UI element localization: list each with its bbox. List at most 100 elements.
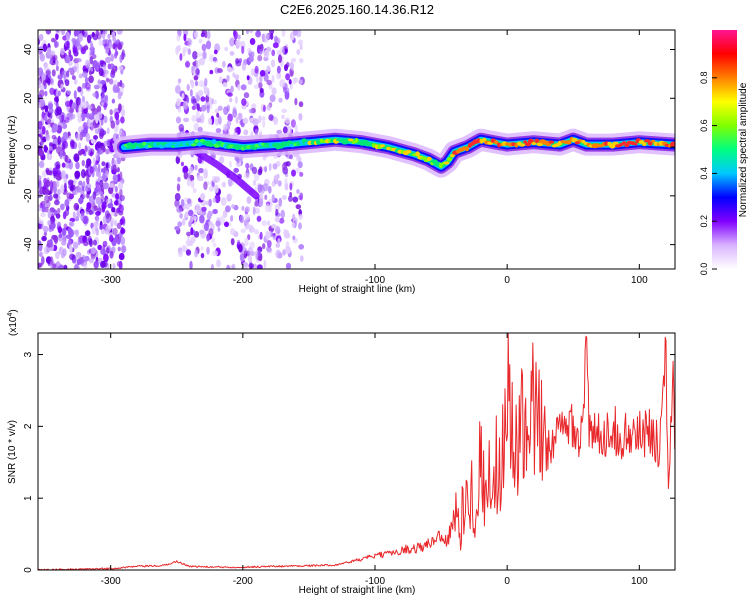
noise-speckle <box>38 149 45 157</box>
noise-speckle <box>120 228 126 234</box>
noise-speckle <box>90 247 97 255</box>
noise-speckle <box>261 220 268 227</box>
noise-speckle <box>54 236 58 245</box>
x-tick-label: -300 <box>101 275 121 286</box>
noise-speckle <box>298 79 303 85</box>
noise-speckle <box>177 176 181 183</box>
noise-speckle <box>69 253 76 260</box>
noise-speckle <box>255 207 260 214</box>
noise-speckle <box>269 30 275 35</box>
noise-speckle <box>74 174 80 180</box>
noise-speckle <box>272 163 278 170</box>
noise-speckle <box>279 217 285 224</box>
y-tick-label: 0 <box>23 567 34 573</box>
noise-speckle <box>100 194 105 202</box>
noise-speckle <box>237 112 243 121</box>
noise-speckle <box>271 49 276 57</box>
trace-peak <box>534 138 540 143</box>
noise-speckle <box>109 234 114 243</box>
noise-speckle <box>194 249 199 258</box>
noise-speckle <box>62 248 67 257</box>
noise-speckle <box>44 90 48 97</box>
noise-speckle <box>212 250 219 257</box>
noise-speckle <box>239 252 245 262</box>
secondary-trace-band <box>193 148 260 200</box>
noise-speckle <box>46 118 52 125</box>
noise-speckle <box>181 245 187 252</box>
noise-speckle <box>257 168 263 176</box>
noise-speckle <box>47 170 53 176</box>
noise-speckle <box>249 30 254 33</box>
noise-speckle <box>174 192 181 202</box>
trace-peak <box>426 156 432 161</box>
noise-speckle <box>205 94 209 104</box>
noise-speckle <box>234 127 238 133</box>
trace-peak <box>462 146 466 151</box>
noise-speckle <box>278 73 282 79</box>
noise-speckle <box>230 215 234 222</box>
noise-speckle <box>276 129 283 135</box>
noise-speckle <box>92 157 96 165</box>
heatmap-x-ticks: -300 -200 -100 0 100 <box>101 30 648 286</box>
noise-speckle <box>208 220 214 228</box>
noise-speckle <box>227 113 233 122</box>
noise-speckle <box>100 229 106 235</box>
noise-speckle <box>196 52 203 57</box>
noise-speckle <box>105 77 110 83</box>
noise-speckle <box>221 181 225 188</box>
noise-speckle <box>177 107 182 113</box>
noise-speckle <box>51 69 56 77</box>
noise-speckle <box>75 161 80 170</box>
noise-speckle <box>274 174 280 180</box>
noise-speckle <box>206 233 210 242</box>
noise-speckle <box>85 77 89 85</box>
noise-speckle <box>176 183 181 192</box>
noise-speckle <box>189 89 193 97</box>
noise-speckle <box>103 102 107 111</box>
noise-speckle <box>64 154 68 163</box>
noise-speckle <box>178 78 182 83</box>
heatmap-x-axis-label: Height of straight line (km) <box>299 284 416 295</box>
noise-speckle <box>85 82 91 90</box>
noise-speckle <box>265 231 271 240</box>
noise-speckle <box>285 262 292 269</box>
noise-speckle <box>197 209 203 215</box>
noise-speckle <box>86 202 92 210</box>
noise-speckle <box>55 65 59 72</box>
noise-speckle <box>249 241 255 250</box>
noise-speckle <box>279 79 286 88</box>
noise-speckle <box>217 68 223 74</box>
noise-speckle <box>49 256 54 266</box>
trace-peak <box>371 143 376 148</box>
noise-speckle <box>254 65 259 74</box>
noise-speckle <box>259 198 264 207</box>
noise-speckle <box>271 194 275 202</box>
noise-speckle <box>243 92 250 99</box>
noise-speckle <box>215 220 221 227</box>
trace-peak <box>494 140 499 145</box>
noise-speckle <box>73 78 78 85</box>
noise-speckle <box>288 79 292 85</box>
snr-y-axis-label: SNR (10 * v/v) <box>7 420 18 484</box>
noise-speckle <box>241 98 247 106</box>
noise-speckle <box>118 232 122 239</box>
heatmap-noise-layer <box>38 30 305 269</box>
trace-peak <box>642 142 647 147</box>
y-tick-label: 40 <box>23 44 34 56</box>
noise-speckle <box>285 246 291 254</box>
noise-speckle <box>93 135 98 140</box>
noise-speckle <box>95 151 99 161</box>
noise-speckle <box>299 44 303 51</box>
noise-speckle <box>62 131 69 140</box>
noise-speckle <box>41 125 46 135</box>
noise-speckle <box>62 123 68 129</box>
noise-speckle <box>193 75 199 81</box>
noise-speckle <box>259 74 263 84</box>
noise-speckle <box>101 87 105 96</box>
noise-speckle <box>229 160 232 168</box>
noise-speckle <box>55 96 59 103</box>
noise-speckle <box>108 183 115 189</box>
x-tick-label: -300 <box>101 576 121 587</box>
noise-speckle <box>231 263 236 269</box>
noise-speckle <box>214 184 219 194</box>
